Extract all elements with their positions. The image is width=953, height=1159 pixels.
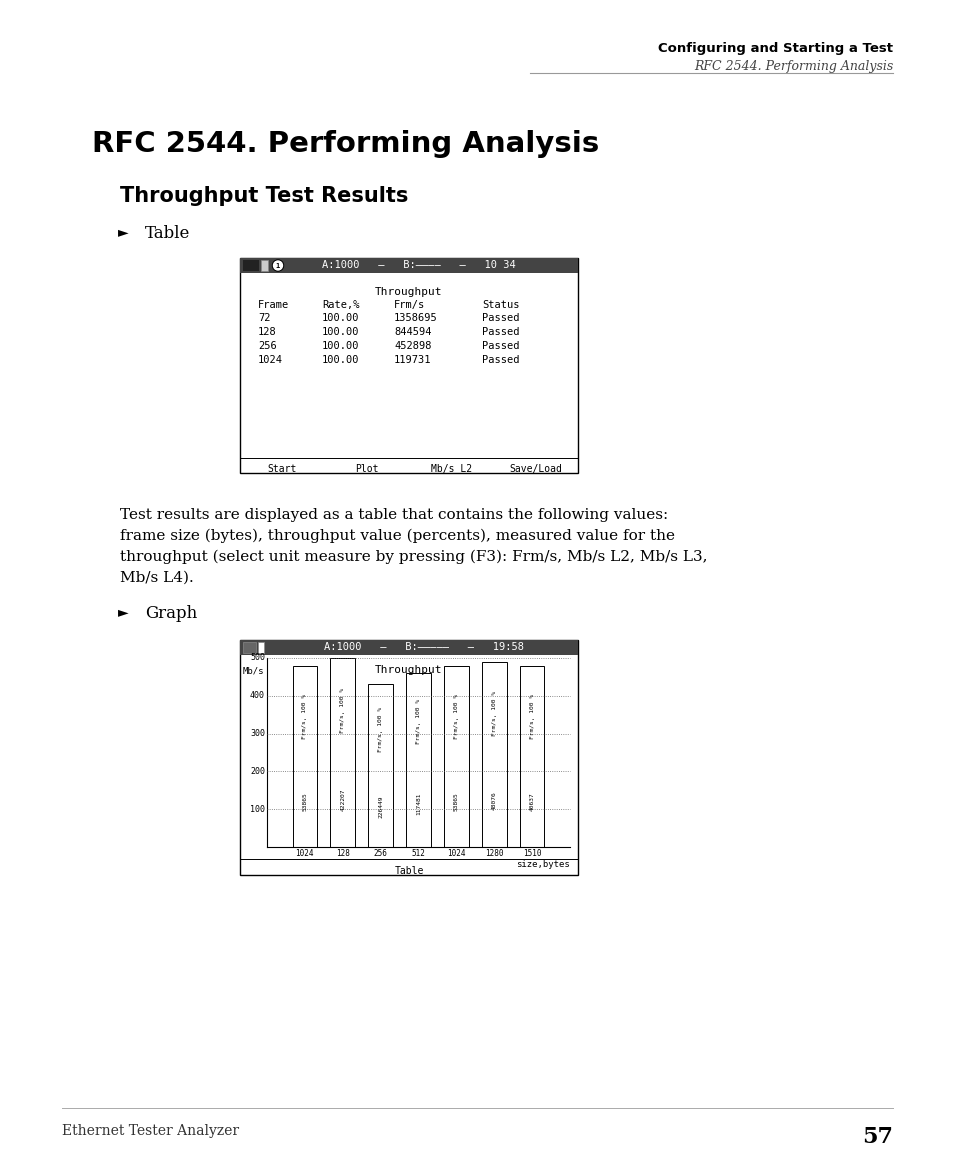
Bar — [330, 658, 355, 847]
Bar — [240, 640, 578, 655]
Text: 72: 72 — [257, 313, 271, 323]
Bar — [240, 258, 578, 274]
Text: 422207: 422207 — [340, 788, 345, 811]
Bar — [406, 673, 431, 847]
Text: 844594: 844594 — [394, 327, 431, 337]
Text: Mb/s: Mb/s — [243, 666, 264, 675]
Text: 53865: 53865 — [454, 793, 458, 811]
Text: Ethernet Tester Analyzer: Ethernet Tester Analyzer — [62, 1124, 239, 1138]
Text: 452898: 452898 — [394, 341, 431, 351]
Text: Frm/s, 100 %: Frm/s, 100 % — [302, 694, 307, 739]
Circle shape — [273, 260, 283, 271]
Text: 117481: 117481 — [416, 793, 420, 815]
Text: Passed: Passed — [481, 355, 519, 365]
Text: 100.00: 100.00 — [322, 327, 359, 337]
Bar — [243, 642, 255, 653]
Text: Frm/s, 100 %: Frm/s, 100 % — [340, 688, 345, 734]
Text: Frame: Frame — [257, 300, 289, 309]
Text: 128: 128 — [257, 327, 276, 337]
Text: RFC 2544. Performing Analysis: RFC 2544. Performing Analysis — [693, 60, 892, 73]
Circle shape — [274, 261, 282, 270]
Text: 1280: 1280 — [484, 850, 503, 858]
Text: Frm/s, 100 %: Frm/s, 100 % — [491, 691, 497, 736]
Text: Table: Table — [394, 866, 423, 876]
Text: 1510: 1510 — [522, 850, 540, 858]
Text: Graph: Graph — [145, 605, 197, 622]
Bar — [243, 260, 258, 271]
Text: Passed: Passed — [481, 341, 519, 351]
Text: 57: 57 — [862, 1127, 892, 1149]
Text: 1: 1 — [275, 262, 280, 269]
Text: 53865: 53865 — [302, 793, 307, 811]
Text: 512: 512 — [411, 850, 425, 858]
Text: Plot: Plot — [355, 464, 378, 474]
Text: Test results are displayed as a table that contains the following values:: Test results are displayed as a table th… — [120, 508, 667, 522]
Text: 400: 400 — [250, 691, 265, 700]
Text: Throughput Test Results: Throughput Test Results — [120, 185, 408, 206]
Text: ►: ► — [118, 605, 129, 619]
Text: 500: 500 — [250, 654, 265, 663]
Text: 128: 128 — [335, 850, 350, 858]
Text: 300: 300 — [250, 729, 265, 738]
Bar — [240, 258, 578, 473]
Text: A:1000   –   B:––––   –   10 34: A:1000 – B:–––– – 10 34 — [322, 261, 516, 270]
Text: Rate,%: Rate,% — [322, 300, 359, 309]
Text: 48076: 48076 — [491, 792, 497, 810]
Bar — [257, 642, 264, 653]
Text: ►: ► — [118, 225, 129, 239]
Text: Frm/s, 100 %: Frm/s, 100 % — [454, 694, 458, 739]
Text: 100.00: 100.00 — [322, 313, 359, 323]
Text: 226449: 226449 — [377, 795, 383, 817]
Text: 200: 200 — [250, 767, 265, 775]
Text: Start: Start — [267, 464, 296, 474]
Text: size,bytes: size,bytes — [516, 860, 569, 869]
Text: RFC 2544. Performing Analysis: RFC 2544. Performing Analysis — [91, 130, 598, 158]
Text: Table: Table — [145, 225, 191, 242]
Text: 1024: 1024 — [447, 850, 465, 858]
Text: Save/Load: Save/Load — [509, 464, 561, 474]
Text: Throughput: Throughput — [375, 287, 442, 297]
Bar — [240, 640, 578, 875]
Text: A:1000   –   B:–––––   –   19:58: A:1000 – B:––––– – 19:58 — [324, 642, 523, 653]
Text: 1024: 1024 — [257, 355, 283, 365]
Text: Throughput: Throughput — [375, 665, 442, 675]
Bar — [519, 665, 544, 847]
Text: 256: 256 — [257, 341, 276, 351]
Text: 100.00: 100.00 — [322, 355, 359, 365]
Text: Configuring and Starting a Test: Configuring and Starting a Test — [658, 42, 892, 54]
Text: frame size (bytes), throughput value (percents), measured value for the: frame size (bytes), throughput value (pe… — [120, 529, 675, 544]
Bar — [368, 685, 393, 847]
Text: 40637: 40637 — [529, 793, 534, 811]
Bar — [293, 665, 316, 847]
Text: 100.00: 100.00 — [322, 341, 359, 351]
Text: Frm/s, 100 %: Frm/s, 100 % — [529, 694, 534, 739]
Text: 119731: 119731 — [394, 355, 431, 365]
Text: 256: 256 — [374, 850, 387, 858]
Text: Passed: Passed — [481, 327, 519, 337]
Text: Frm/s, 100 %: Frm/s, 100 % — [377, 707, 383, 752]
Text: Mb/s L4).: Mb/s L4). — [120, 571, 193, 585]
Text: Mb/s L2: Mb/s L2 — [430, 464, 472, 474]
Bar — [261, 260, 268, 271]
Text: Status: Status — [481, 300, 519, 309]
Text: 1358695: 1358695 — [394, 313, 437, 323]
Bar — [481, 662, 506, 847]
Text: Frm/s: Frm/s — [394, 300, 425, 309]
Bar — [443, 665, 468, 847]
Text: throughput (select unit measure by pressing (F3): Frm/s, Mb/s L2, Mb/s L3,: throughput (select unit measure by press… — [120, 551, 707, 564]
Text: Passed: Passed — [481, 313, 519, 323]
Text: 100: 100 — [250, 804, 265, 814]
Text: Frm/s, 100 %: Frm/s, 100 % — [416, 699, 420, 744]
Text: 1024: 1024 — [295, 850, 314, 858]
